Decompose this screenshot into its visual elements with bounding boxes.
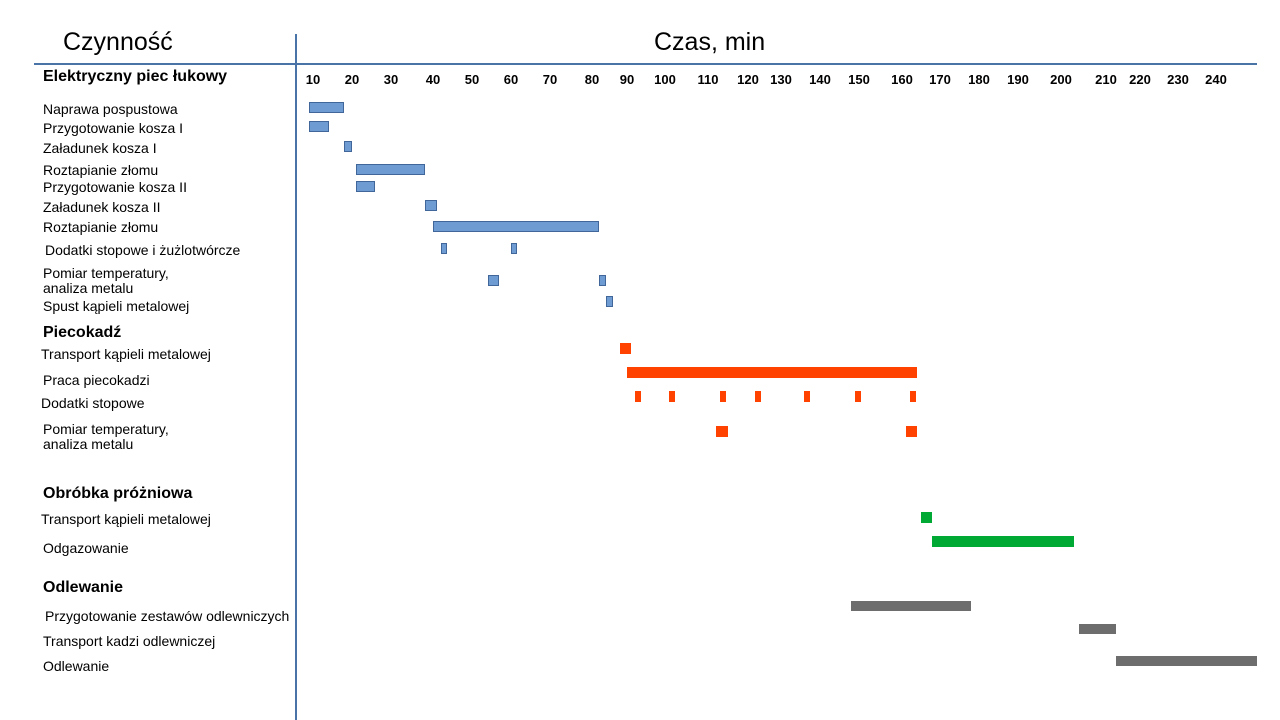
x-tick-label: 170 <box>929 72 951 87</box>
task-bar <box>433 220 599 232</box>
x-tick-label: 90 <box>619 72 635 87</box>
x-tick-label: 190 <box>1007 72 1029 87</box>
task-label: Praca piecokadzi <box>43 371 150 388</box>
task-label: Pomiar temperatury, analiza metalu <box>43 265 169 296</box>
x-tick-label: 230 <box>1167 72 1189 87</box>
x-tick-label: 100 <box>654 72 676 87</box>
task-label: Dodatki stopowe <box>41 394 145 411</box>
task-bar <box>716 425 728 437</box>
x-tick-label: 80 <box>584 72 600 87</box>
task-label: Załadunek kosza I <box>43 139 157 156</box>
task-bar <box>606 295 613 307</box>
task-bar <box>909 390 916 402</box>
task-bar <box>620 342 631 354</box>
x-tick-label: 40 <box>425 72 441 87</box>
task-bar <box>487 274 500 286</box>
task-bar <box>440 242 447 254</box>
task-bar <box>905 425 918 437</box>
task-label: Dodatki stopowe i żużlotwórcze <box>45 241 241 258</box>
task-label: Przygotowanie zestawów odlewniczych <box>45 607 290 624</box>
task-bar <box>855 390 862 402</box>
x-tick-label: 140 <box>809 72 831 87</box>
task-label: Roztapianie złomu <box>43 161 159 178</box>
section-title: Obróbka próżniowa <box>43 485 193 502</box>
section-title: Piecokadź <box>43 324 122 341</box>
task-label: Transport kąpieli metalowej <box>41 510 211 527</box>
task-bar <box>344 140 352 152</box>
column-divider <box>295 34 297 720</box>
task-bar <box>599 274 606 286</box>
header-divider <box>34 63 1257 65</box>
task-bar <box>754 390 761 402</box>
task-bar <box>851 601 972 611</box>
activity-column-header: Czynność <box>63 28 173 56</box>
task-label: Pomiar temperatury, analiza metalu <box>43 421 169 452</box>
task-label: Przygotowanie kosza I <box>43 119 184 136</box>
x-tick-label: 240 <box>1205 72 1227 87</box>
task-bar <box>669 390 676 402</box>
task-bar <box>309 101 345 113</box>
x-tick-label: 30 <box>383 72 399 87</box>
x-tick-label: 180 <box>968 72 990 87</box>
x-tick-label: 10 <box>305 72 321 87</box>
x-tick-label: 20 <box>344 72 360 87</box>
x-tick-label: 120 <box>737 72 759 87</box>
section-title: Odlewanie <box>43 579 124 596</box>
task-label: Odgazowanie <box>43 539 129 556</box>
x-tick-label: 110 <box>697 72 719 87</box>
task-bar <box>511 242 517 254</box>
x-tick-label: 70 <box>542 72 558 87</box>
task-label: Transport kąpieli metalowej <box>41 345 211 362</box>
x-tick-label: 220 <box>1129 72 1151 87</box>
x-tick-label: 130 <box>770 72 792 87</box>
task-label: Załadunek kosza II <box>43 198 161 215</box>
task-label: Odlewanie <box>43 657 110 674</box>
task-bar <box>355 180 376 192</box>
task-bar <box>932 535 1075 547</box>
task-label: Przygotowanie kosza II <box>43 178 187 195</box>
task-bar <box>424 199 437 211</box>
task-bar <box>921 511 933 523</box>
x-tick-label: 150 <box>848 72 870 87</box>
task-bar <box>627 366 918 378</box>
time-axis-header: Czas, min <box>654 28 766 56</box>
x-tick-label: 210 <box>1095 72 1117 87</box>
task-label: Roztapianie złomu <box>43 218 159 235</box>
task-bar <box>634 390 641 402</box>
section-title: Elektryczny piec łukowy <box>43 68 228 85</box>
task-bar <box>309 120 329 132</box>
x-tick-label: 160 <box>891 72 913 87</box>
task-label: Spust kąpieli metalowej <box>43 297 190 314</box>
task-bar <box>355 163 425 175</box>
task-label: Naprawa pospustowa <box>43 100 178 117</box>
x-tick-label: 50 <box>464 72 480 87</box>
x-tick-label: 200 <box>1050 72 1072 87</box>
task-bar <box>1079 624 1117 634</box>
x-tick-label: 60 <box>503 72 519 87</box>
task-label: Transport kadzi odlewniczej <box>43 632 216 649</box>
task-bar <box>720 390 726 402</box>
task-bar <box>804 390 811 402</box>
task-bar <box>1116 656 1257 666</box>
